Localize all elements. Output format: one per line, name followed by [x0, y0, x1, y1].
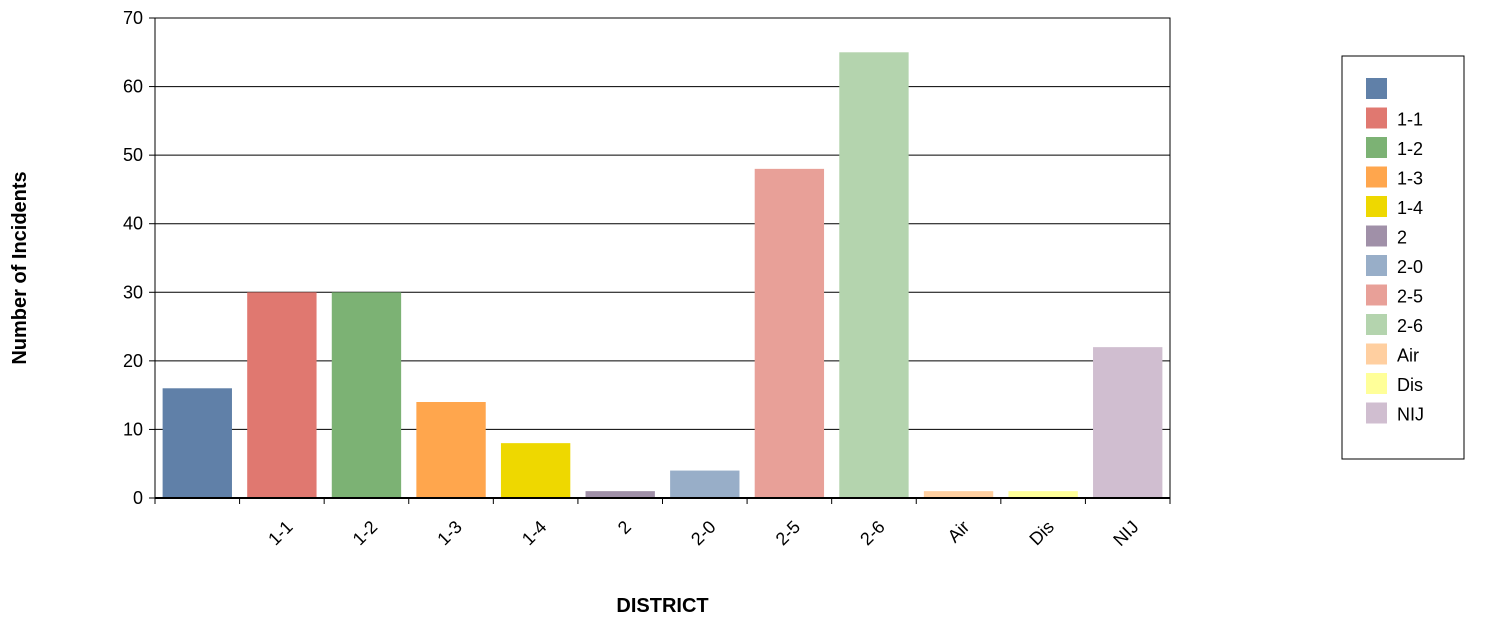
legend-label: 2 — [1397, 228, 1407, 248]
x-tick-label: 1-2 — [349, 517, 382, 550]
y-tick-label: 10 — [123, 419, 143, 439]
y-tick-label: 50 — [123, 145, 143, 165]
y-axis-ticks: 0 10 20 30 40 50 60 70 — [123, 8, 155, 508]
legend-label: 1-4 — [1397, 198, 1423, 218]
legend-swatch — [1366, 166, 1387, 188]
legend-swatch — [1366, 314, 1387, 335]
legend-box — [1341, 55, 1465, 460]
legend-label: 2-5 — [1397, 287, 1423, 307]
bar-1-4 — [500, 443, 571, 498]
legend-swatch — [1366, 373, 1387, 394]
legend: 1-1 1-2 1-3 1-4 2 2-0 2-5 2-6 Air Dis NIJ — [1341, 55, 1465, 460]
legend-label: 2-6 — [1397, 316, 1423, 336]
bar-Dis — [1008, 491, 1078, 498]
y-tick-label: 60 — [123, 77, 143, 97]
legend-swatch — [1366, 225, 1387, 247]
legend-label: Air — [1397, 346, 1419, 366]
y-axis-title: Number of Incidents — [9, 171, 31, 364]
x-tick-label: 2 — [614, 517, 635, 538]
x-tick-label: Air — [944, 517, 974, 547]
bar-1-2 — [331, 292, 402, 498]
bar-1-1 — [247, 292, 317, 498]
y-tick-label: 30 — [123, 282, 143, 302]
legend-label: 1-1 — [1397, 110, 1423, 130]
bars — [162, 52, 1163, 499]
y-tick-label: 0 — [133, 488, 143, 508]
gridlines — [155, 86, 1170, 430]
bar-1-3 — [416, 402, 486, 498]
x-tick-label: 2-6 — [856, 517, 889, 550]
bar-Air — [923, 491, 994, 498]
legend-swatch — [1366, 255, 1387, 276]
bar-2-6 — [839, 52, 909, 499]
x-tick-label: 1-3 — [433, 517, 466, 550]
x-tick-label: NIJ — [1109, 517, 1142, 550]
legend-swatch — [1366, 402, 1387, 424]
legend-label: 1-2 — [1397, 139, 1423, 159]
x-tick-label: 2-0 — [687, 517, 720, 550]
x-tick-label: Dis — [1025, 517, 1058, 550]
bar-NIJ — [1093, 347, 1163, 498]
x-axis-title: DISTRICT — [616, 595, 708, 617]
legend-swatch — [1366, 107, 1387, 129]
x-tick-label: 1-1 — [264, 517, 297, 550]
y-tick-label: 70 — [123, 8, 143, 28]
legend-swatch — [1366, 78, 1387, 99]
bar-2 — [585, 491, 655, 498]
legend-swatch — [1366, 196, 1387, 217]
y-tick-label: 40 — [123, 214, 143, 234]
bar-2-5 — [754, 168, 825, 498]
legend-label: NIJ — [1397, 405, 1424, 425]
legend-swatch — [1366, 343, 1387, 365]
legend-label: 1-3 — [1397, 169, 1423, 189]
legend-label: 2-0 — [1397, 257, 1423, 277]
x-tick-label: 2-5 — [772, 517, 805, 550]
x-tick-label: 1-4 — [518, 517, 551, 550]
bar-blank — [162, 388, 232, 498]
legend-swatch — [1366, 284, 1387, 306]
y-tick-label: 20 — [123, 351, 143, 371]
bar-2-0 — [670, 470, 740, 498]
legend-label: Dis — [1397, 375, 1423, 395]
legend-swatch — [1366, 137, 1387, 158]
x-axis-ticks: 1-1 1-2 1-3 1-4 2 2-0 2-5 2-6 Air Dis NIJ — [154, 498, 1171, 550]
